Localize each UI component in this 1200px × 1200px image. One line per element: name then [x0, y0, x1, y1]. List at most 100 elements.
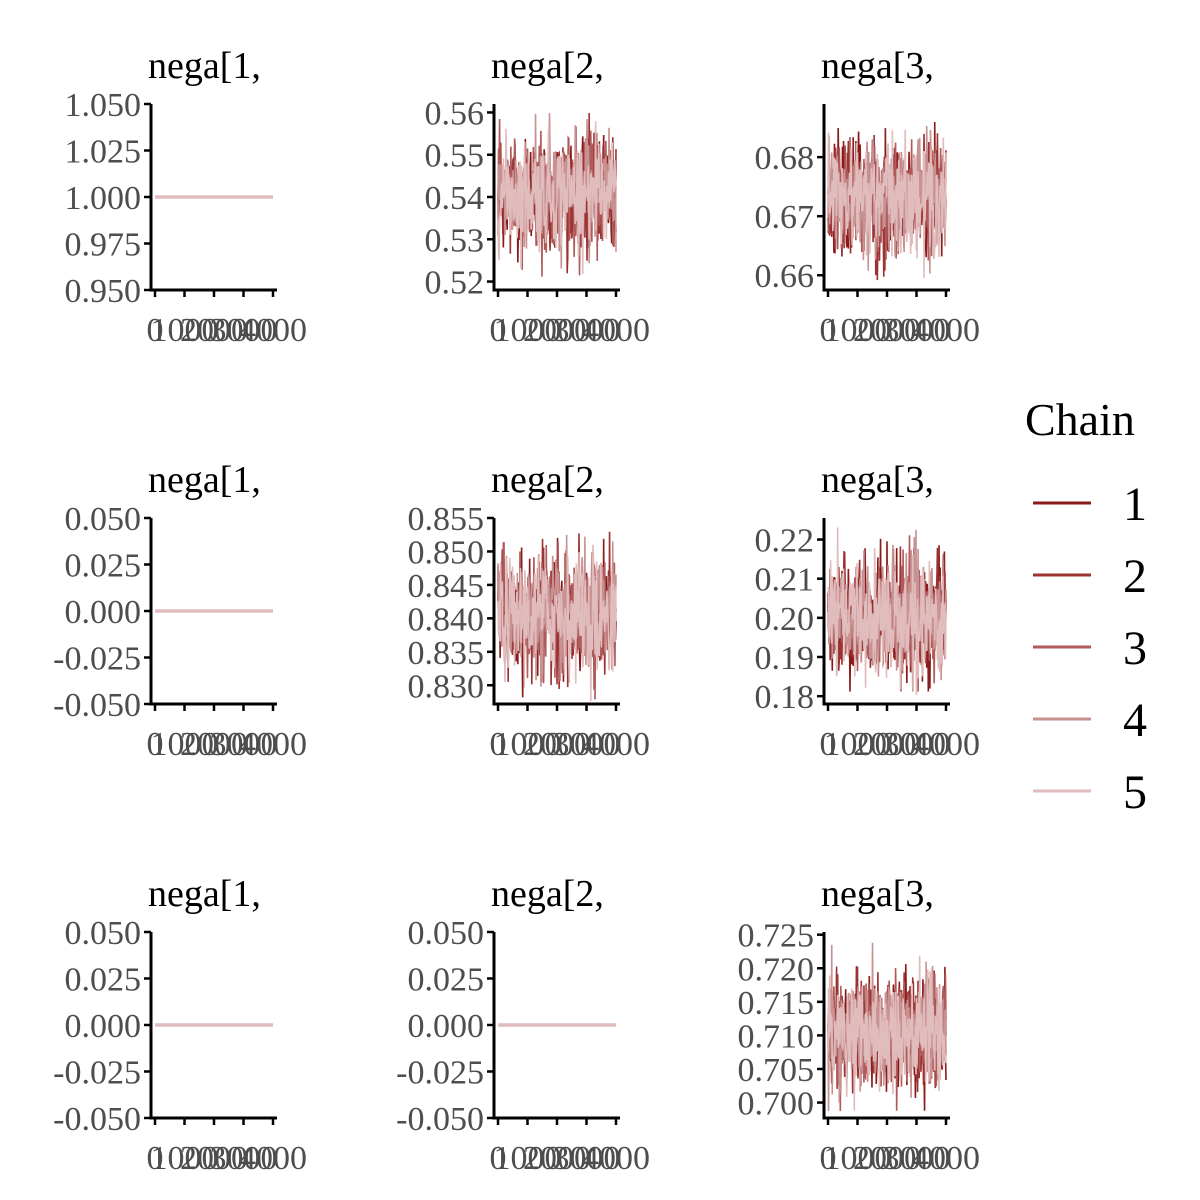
legend-label: 5: [1123, 766, 1147, 819]
x-tick-label: 2000: [180, 1140, 248, 1177]
y-tick-label: 1.050: [65, 87, 142, 124]
y-tick-label: 0.710: [738, 1018, 815, 1055]
y-tick-label: 0.000: [408, 1008, 485, 1045]
trace-panel: nega[2, 0.52 0.53 0.54 0.55 0.56 0100020003000…: [425, 45, 651, 349]
y-tick-label: 0.840: [408, 601, 485, 638]
panel-title: nega[3,: [821, 873, 934, 915]
y-tick-label: 0.18: [755, 679, 815, 716]
x-tick-label: 3000: [553, 312, 621, 349]
x-tick-label: 4000: [582, 726, 650, 763]
trace-panel: nega[3, 0.180.190.200.210.22 0100020003000…: [755, 459, 981, 763]
trace-line-chain-5: [827, 955, 947, 1111]
x-tick-label: 0: [820, 312, 837, 349]
panel-title: nega[1,: [148, 45, 261, 87]
y-tick-label: 0.025: [65, 548, 142, 585]
y-tick-label: 0.53: [425, 222, 485, 259]
trace-panel: nega[1, -0.050 -0.025 0.000 0.025 0.050 010002…: [53, 459, 307, 763]
trace-lines: [827, 942, 947, 1112]
trace-panel: nega[1, -0.050 -0.025 0.000 0.025 0.050 010002…: [53, 873, 307, 1177]
y-tick-label: -0.025: [53, 641, 141, 678]
y-tick-label: 0.54: [425, 180, 485, 217]
x-tick-label: 0: [490, 726, 507, 763]
x-tick-label: 1000: [824, 726, 892, 763]
x-tick-label: 0: [147, 312, 164, 349]
x-tick-label: 2000: [180, 312, 248, 349]
x-tick-label: 2000: [180, 726, 248, 763]
x-tick-label: 3000: [210, 726, 278, 763]
x-tick-label: 4000: [582, 1140, 650, 1177]
x-tick-label: 1000: [494, 312, 562, 349]
x-tick-label: 1000: [824, 312, 892, 349]
y-tick-label: -0.050: [396, 1101, 484, 1138]
y-tick-label: 0.000: [65, 1008, 142, 1045]
legend-label: 4: [1123, 694, 1147, 747]
x-tick-label: 2000: [523, 312, 591, 349]
x-tick-label: 0: [490, 1140, 507, 1177]
legend-entry: 3: [1033, 622, 1147, 675]
x-tick-label: 0: [147, 1140, 164, 1177]
x-tick-label: 2000: [853, 312, 921, 349]
panel-title: nega[1,: [148, 873, 261, 915]
legend-label: 3: [1123, 622, 1147, 675]
x-tick-label: 3000: [210, 1140, 278, 1177]
legend-entries: 1 2 3 4 5: [1033, 478, 1147, 819]
y-tick-label: 1.000: [65, 180, 142, 217]
legend-entry: 1: [1033, 478, 1147, 531]
x-tick-label: 1000: [824, 1140, 892, 1177]
trace-panels: nega[1,0.9500.9751.0001.0251.05001000200…: [53, 45, 980, 1177]
panel-title: nega[2,: [491, 45, 604, 87]
y-tick-label: 0.66: [755, 258, 815, 295]
x-tick-label: 4000: [239, 726, 307, 763]
y-tick-label: 0.950: [65, 273, 142, 310]
x-tick-label: 4000: [582, 312, 650, 349]
x-tick-label: 4000: [239, 312, 307, 349]
y-tick-label: 0.845: [408, 568, 485, 605]
x-tick-label: 3000: [210, 312, 278, 349]
trace-panel: nega[2, -0.050 -0.025 0.000 0.025 0.050 010002…: [396, 873, 650, 1177]
y-tick-label: -0.050: [53, 1101, 141, 1138]
x-tick-label: 3000: [553, 1140, 621, 1177]
x-tick-label: 3000: [883, 312, 951, 349]
x-tick-label: 2000: [853, 726, 921, 763]
legend-title: Chain: [1025, 394, 1135, 445]
y-tick-label: 1.025: [65, 134, 142, 171]
y-tick-label: 0.68: [755, 140, 815, 177]
y-tick-label: 0.975: [65, 227, 142, 264]
x-tick-label: 1000: [151, 312, 219, 349]
y-tick-label: 0.830: [408, 668, 485, 705]
trace-panel: nega[1, 0.950 0.975 1.000 1.025 1.050 01000200…: [65, 45, 308, 349]
y-tick-label: -0.050: [53, 687, 141, 724]
y-tick-label: 0.20: [755, 601, 815, 638]
panel-title: nega[2,: [491, 459, 604, 501]
panel-title: nega[1,: [148, 459, 261, 501]
y-tick-label: 0.700: [738, 1086, 815, 1123]
trace-line-chain-5: [827, 129, 947, 278]
trace-line-chain-5: [497, 121, 617, 275]
y-tick-label: 0.850: [408, 534, 485, 571]
y-tick-label: 0.835: [408, 635, 485, 672]
legend-entry: 4: [1033, 694, 1147, 747]
trace-line-chain-5: [497, 544, 617, 701]
panel-title: nega[3,: [821, 459, 934, 501]
panel-title: nega[3,: [821, 45, 934, 87]
x-tick-label: 2000: [523, 726, 591, 763]
y-tick-label: 0.55: [425, 138, 485, 175]
x-tick-label: 1000: [151, 1140, 219, 1177]
y-tick-label: 0.025: [65, 962, 142, 999]
y-tick-label: 0.52: [425, 265, 485, 302]
x-tick-label: 0: [820, 726, 837, 763]
x-tick-label: 2000: [853, 1140, 921, 1177]
y-tick-label: 0.855: [408, 501, 485, 538]
y-tick-label: 0.725: [738, 918, 815, 955]
x-tick-label: 4000: [912, 1140, 980, 1177]
trace-lines: [497, 112, 617, 277]
y-tick-label: -0.025: [53, 1055, 141, 1092]
trace-line-chain-5: [827, 527, 947, 696]
y-tick-label: 0.050: [65, 915, 142, 952]
y-tick-label: 0.720: [738, 951, 815, 988]
y-tick-label: 0.21: [755, 562, 815, 599]
chain-legend: Chain 1 2 3 4 5: [1025, 394, 1147, 819]
y-tick-label: 0.715: [738, 985, 815, 1022]
legend-entry: 5: [1033, 766, 1147, 819]
